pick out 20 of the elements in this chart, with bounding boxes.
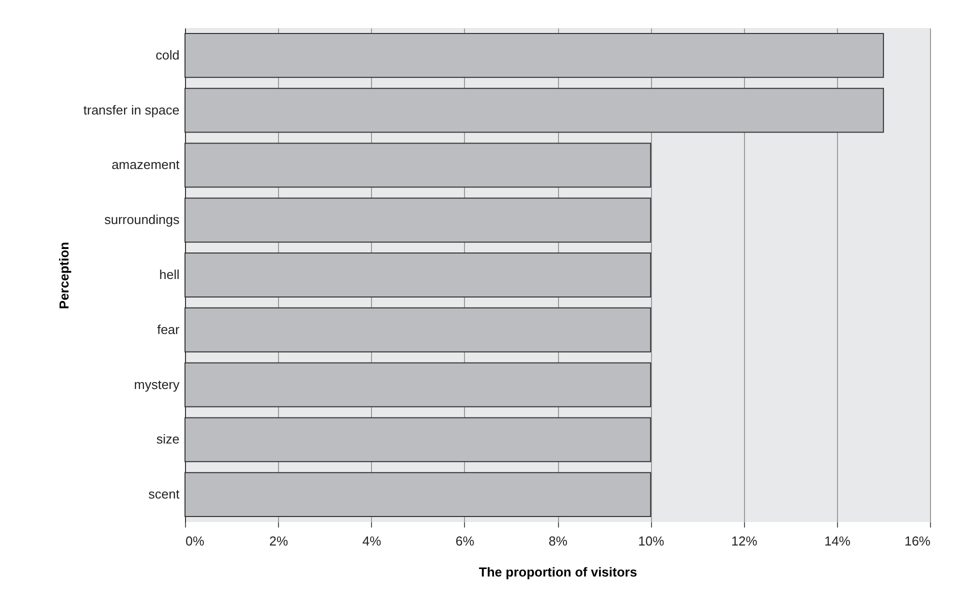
x-tick-label: 2% — [269, 534, 288, 548]
y-tick-label: scent — [148, 486, 180, 502]
y-tick-label: amazement — [112, 157, 180, 172]
y-tick-label: fear — [157, 322, 180, 337]
y-tick-label: transfer in space — [83, 102, 180, 118]
y-tick-label: mystery — [134, 376, 180, 392]
y-tick-label: cold — [156, 47, 180, 62]
y-axis-title: Perception — [56, 242, 72, 310]
y-tick-label: surroundings — [104, 212, 180, 228]
x-tick-label: 0% — [186, 534, 205, 548]
x-tick-label: 14% — [824, 534, 851, 548]
x-tick-label: 6% — [455, 534, 475, 548]
x-axis-title: The proportion of visitors — [478, 564, 638, 580]
x-tick-label: 10% — [638, 534, 665, 548]
x-tick-label: 12% — [731, 534, 758, 548]
x-tick-label: 16% — [904, 534, 931, 548]
y-tick-label: hell — [159, 267, 180, 282]
x-tick-label: 8% — [548, 534, 568, 548]
x-tick-label: 4% — [362, 534, 382, 548]
y-tick-label: size — [156, 432, 180, 447]
